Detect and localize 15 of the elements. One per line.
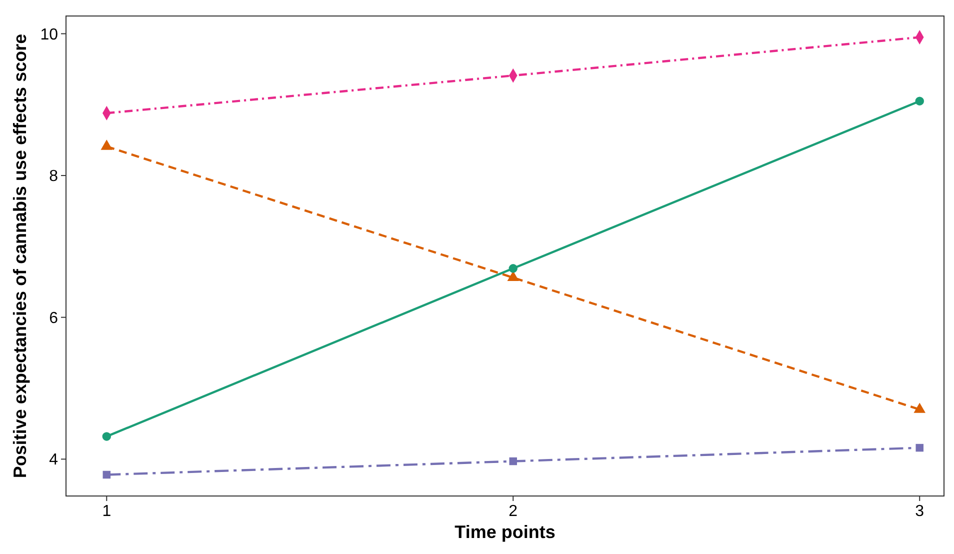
y-axis-title: Positive expectancies of cannabis use effects score: [10, 34, 30, 478]
x-axis-title: Time points: [454, 522, 556, 542]
y-tick-label: 10: [40, 26, 58, 44]
y-tick-label: 6: [49, 310, 58, 327]
y-tick-label: 8: [49, 168, 58, 186]
point: [509, 457, 518, 466]
point: [102, 470, 111, 479]
x-tick-label: 1: [102, 503, 112, 520]
point: [916, 444, 924, 452]
point: [102, 432, 112, 441]
y-tick-label: 4: [49, 452, 58, 469]
point: [915, 96, 924, 106]
x-tick-label: 2: [508, 503, 518, 520]
x-tick-label: 3: [915, 503, 924, 520]
point: [508, 264, 518, 273]
